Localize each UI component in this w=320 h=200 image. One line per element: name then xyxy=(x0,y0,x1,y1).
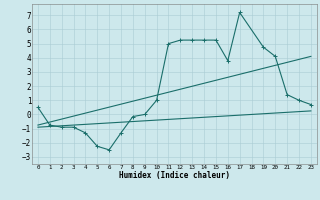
X-axis label: Humidex (Indice chaleur): Humidex (Indice chaleur) xyxy=(119,171,230,180)
